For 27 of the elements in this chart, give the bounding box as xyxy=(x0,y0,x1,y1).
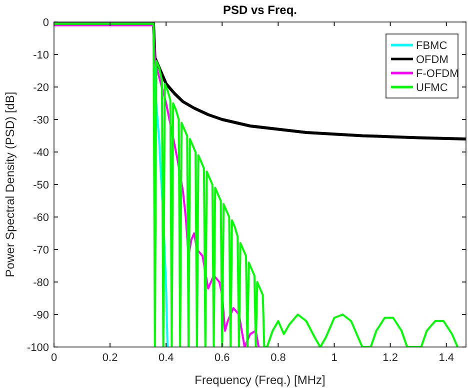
x-tick-label: 0.2 xyxy=(102,352,118,364)
x-tick-label: 1.2 xyxy=(382,352,398,364)
x-axis-title: Frequency (Freq.) [MHz] xyxy=(194,373,326,387)
y-axis-title: Power Spectral Density (PSD) [dB] xyxy=(3,92,17,278)
y-tick-label: -100 xyxy=(26,342,49,354)
x-tick-label: 0.8 xyxy=(270,352,286,364)
x-tick-label: 1 xyxy=(331,352,338,364)
y-tick-label: -20 xyxy=(33,82,49,94)
legend-label: UFMC xyxy=(416,82,448,94)
y-tick-label: -60 xyxy=(33,212,49,224)
x-tick-label: 0.4 xyxy=(158,352,174,364)
y-tick-label: -90 xyxy=(33,310,49,322)
y-tick-label: -10 xyxy=(33,50,49,62)
line-series xyxy=(54,22,459,347)
y-tick-label: -30 xyxy=(33,114,49,126)
y-tick-label: -40 xyxy=(33,147,49,159)
legend-label: OFDM xyxy=(416,54,448,66)
y-tick-label: -50 xyxy=(33,180,49,192)
line-series xyxy=(54,24,260,347)
x-tick-label: 0.6 xyxy=(214,352,230,364)
legend-label: FBMC xyxy=(416,40,448,52)
y-tick-label: 0 xyxy=(42,17,49,29)
y-tick-label: -80 xyxy=(33,277,49,289)
y-tick-label: -70 xyxy=(33,244,49,256)
chart-title: PSD vs Freq. xyxy=(222,3,298,17)
x-tick-label: 1.4 xyxy=(438,352,454,364)
x-tick-label: 0 xyxy=(50,352,58,364)
